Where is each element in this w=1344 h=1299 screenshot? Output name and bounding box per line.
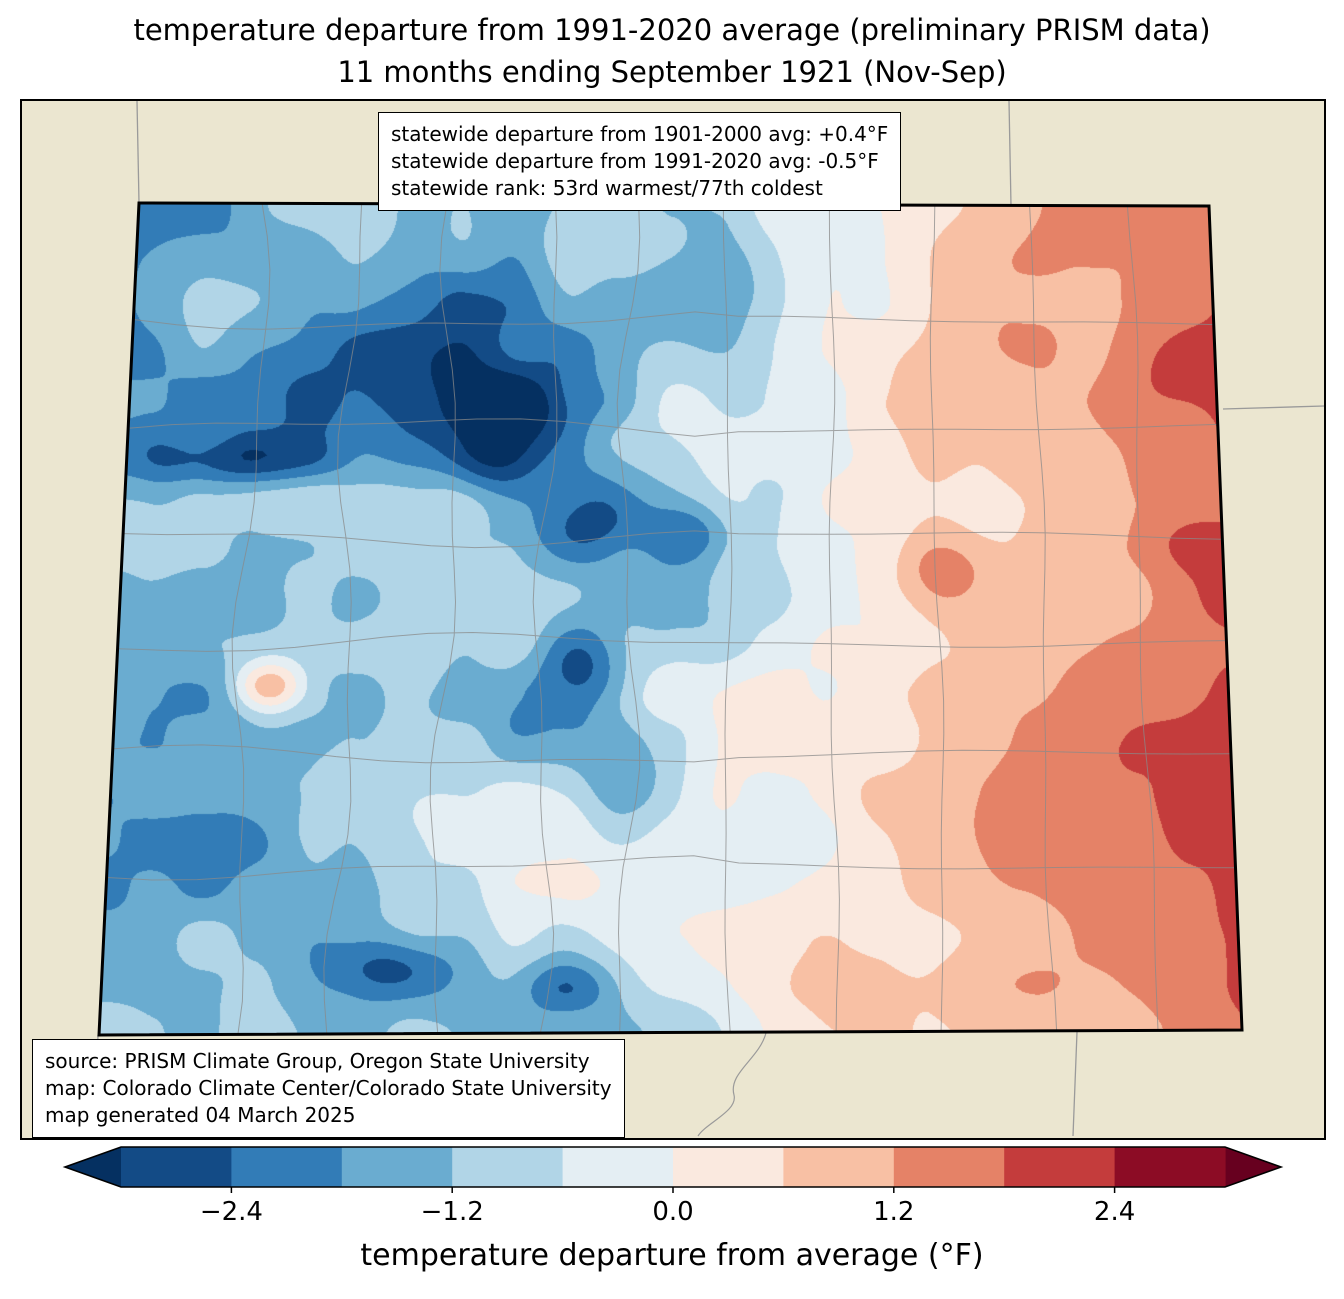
colorbar-segment — [121, 1147, 232, 1187]
map-plot-area: statewide departure from 1901-2000 avg: … — [20, 99, 1326, 1140]
colorbar-tick-label: 1.2 — [873, 1197, 914, 1227]
colorbar-segment — [341, 1147, 453, 1187]
colorbar-segment — [673, 1147, 784, 1187]
colorbar: −2.4 −1.2 0.0 1.2 2.4 — [62, 1146, 1284, 1227]
colorbar-segment — [1114, 1147, 1226, 1187]
figure-subtitle: 11 months ending September 1921 (Nov-Sep… — [337, 55, 1007, 89]
colorbar-tick-label: −2.4 — [200, 1197, 263, 1227]
colorbar-label: temperature departure from average (°F) — [360, 1238, 984, 1273]
stat-rank: statewide rank: 53rd warmest/77th coldes… — [391, 176, 823, 200]
colorbar-arrow-under — [65, 1147, 121, 1187]
neighbor-state-line — [1072, 1031, 1078, 1137]
stat-departure-1991-2020: statewide departure from 1991-2020 avg: … — [391, 149, 879, 173]
colorbar-tick-label: −1.2 — [421, 1197, 484, 1227]
neighbor-state-line — [1222, 405, 1324, 410]
stat-departure-1901-2000: statewide departure from 1901-2000 avg: … — [391, 122, 889, 146]
generated-date-line: map generated 04 March 2025 — [45, 1103, 356, 1127]
neighbor-state-line — [1008, 101, 1012, 207]
neighbor-state-line — [136, 101, 140, 204]
colorbar-segment — [1004, 1147, 1116, 1187]
colorbar-segment — [231, 1147, 343, 1187]
colorbar-outline — [62, 1146, 1284, 1188]
colorbar-arrow-over — [1225, 1147, 1281, 1187]
source-line: source: PRISM Climate Group, Oregon Stat… — [45, 1049, 590, 1073]
statewide-stats-box: statewide departure from 1901-2000 avg: … — [378, 112, 902, 211]
colorbar-segment — [452, 1147, 564, 1187]
map-credit-line: map: Colorado Climate Center/Colorado St… — [45, 1076, 612, 1100]
colorbar-tick-label: 2.4 — [1094, 1197, 1135, 1227]
neighbor-boundary-line — [697, 1032, 767, 1137]
colorbar-segment — [783, 1147, 895, 1187]
colorbar-tick-label: 0.0 — [652, 1197, 693, 1227]
colorbar-segment — [893, 1147, 1005, 1187]
figure-title: temperature departure from 1991-2020 ave… — [133, 13, 1211, 47]
source-credit-box: source: PRISM Climate Group, Oregon Stat… — [32, 1039, 625, 1138]
colorado-temperature-field — [99, 203, 1242, 1035]
colorbar-segment — [562, 1147, 674, 1187]
